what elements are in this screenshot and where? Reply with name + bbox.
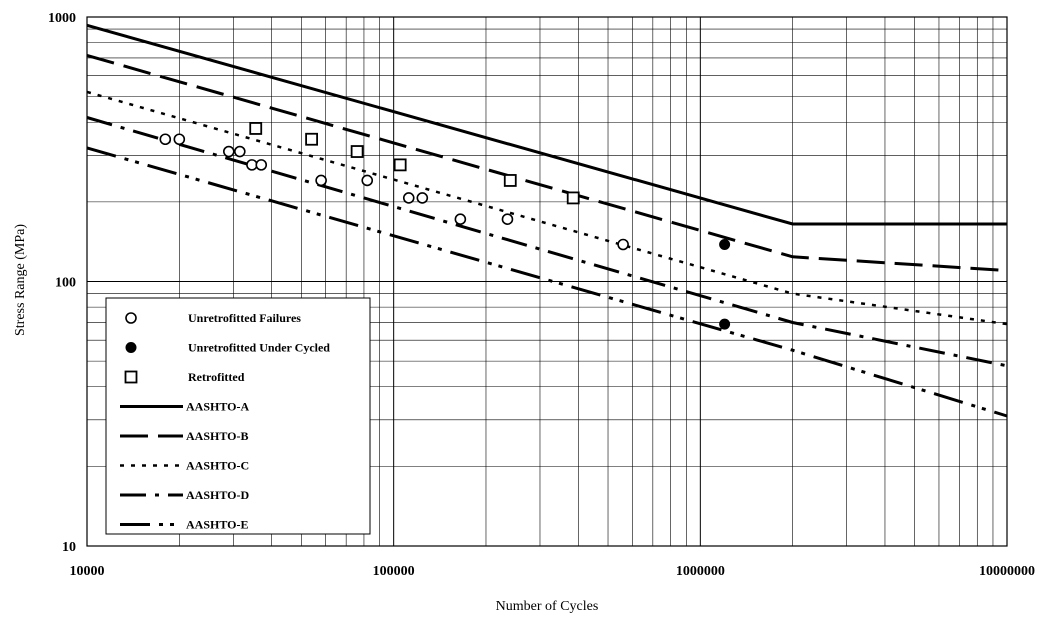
data-point-unretrofitted-failures — [223, 145, 235, 158]
y-tick-label: 1000 — [48, 11, 76, 26]
data-point-unretrofitted-failures — [361, 174, 374, 187]
data-point-unretrofitted-failures — [173, 133, 186, 146]
data-point-retrofitted — [249, 122, 263, 135]
legend-label: AASHTO-C — [186, 459, 249, 473]
data-point-unretrofitted-failures — [402, 192, 415, 204]
data-point-unretrofitted-failures — [454, 213, 467, 226]
data-point-unretrofitted-under-cycled — [719, 239, 731, 251]
plot-frame — [86, 16, 1008, 547]
x-axis-title: Number of Cycles — [496, 599, 599, 614]
data-point-unretrofitted-failures — [246, 159, 258, 171]
data-points — [159, 122, 731, 330]
legend-marker-unretrofitted-failures — [125, 312, 137, 324]
legend-label: Unretrofitted Failures — [188, 311, 301, 325]
data-point-unretrofitted-under-cycled — [719, 318, 731, 330]
data-point-unretrofitted-failures — [617, 238, 629, 251]
y-axis-title: Stress Range (MPa) — [13, 224, 28, 336]
x-tick-label: 10000000 — [979, 564, 1035, 579]
x-tick-label: 1000000 — [676, 564, 725, 579]
data-point-unretrofitted-failures — [416, 192, 429, 204]
data-point-unretrofitted-failures — [159, 133, 172, 146]
legend-label: Unretrofitted Under Cycled — [188, 341, 330, 355]
x-tick-label: 10000 — [70, 564, 105, 579]
y-tick-label: 10 — [62, 540, 76, 555]
data-point-unretrofitted-failures — [501, 213, 514, 226]
data-point-retrofitted — [566, 191, 580, 205]
legend-label: AASHTO-E — [186, 518, 248, 532]
legend: Unretrofitted Failures Unretrofitted Unde… — [105, 297, 371, 535]
legend-box — [105, 297, 371, 535]
x-tick-label: 100000 — [373, 564, 415, 579]
data-point-unretrofitted-failures — [234, 145, 246, 158]
y-tick-label: 100 — [55, 276, 76, 291]
data-point-retrofitted — [305, 132, 319, 146]
tick-labels: 10000 100000 1000000 10000000 10 100 1000 — [48, 11, 1035, 579]
series-line-aashto-e — [86, 146, 1008, 418]
data-point-unretrofitted-failures — [315, 174, 327, 187]
legend-label: Retrofitted — [188, 370, 245, 384]
data-point-retrofitted — [350, 145, 364, 158]
legend-label: AASHTO-D — [186, 488, 249, 502]
legend-marker-retrofitted — [124, 370, 138, 384]
data-point-retrofitted — [503, 174, 517, 187]
legend-label: AASHTO-B — [186, 429, 248, 443]
data-point-retrofitted — [393, 158, 407, 172]
data-point-unretrofitted-failures — [255, 159, 268, 171]
series-line-aashto-a — [86, 23, 1007, 226]
legend-label: AASHTO-A — [186, 400, 249, 414]
series-line-aashto-c — [86, 90, 1008, 326]
series-line-aashto-b — [86, 53, 1008, 273]
legend-marker-unretrofitted-under-cycled — [125, 342, 137, 353]
